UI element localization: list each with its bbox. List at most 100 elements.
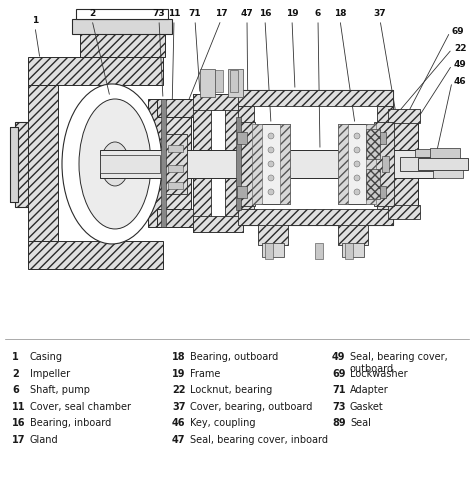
- Text: 37: 37: [172, 402, 185, 412]
- Bar: [376, 186, 386, 198]
- Bar: [366, 129, 380, 159]
- Bar: [193, 216, 243, 232]
- Bar: [400, 157, 455, 171]
- Bar: [415, 149, 457, 157]
- Text: 47: 47: [172, 435, 185, 445]
- Bar: [157, 99, 197, 117]
- Bar: [161, 99, 166, 227]
- Text: 71: 71: [189, 9, 201, 18]
- Text: Seal, bearing cover,
outboard: Seal, bearing cover, outboard: [350, 352, 448, 374]
- Bar: [200, 69, 215, 97]
- Ellipse shape: [268, 133, 274, 139]
- Bar: [100, 150, 435, 178]
- Text: Bearing, outboard: Bearing, outboard: [190, 352, 278, 362]
- Text: 16: 16: [12, 418, 26, 429]
- Bar: [430, 148, 460, 158]
- Text: 2: 2: [89, 9, 95, 18]
- Bar: [28, 57, 163, 85]
- Bar: [374, 122, 394, 206]
- Bar: [366, 169, 380, 199]
- Bar: [338, 124, 376, 204]
- Text: 2: 2: [12, 369, 19, 379]
- Text: 17: 17: [215, 9, 228, 18]
- Text: 17: 17: [12, 435, 26, 445]
- Text: 1: 1: [32, 16, 38, 25]
- Bar: [228, 69, 243, 97]
- Bar: [193, 94, 243, 110]
- Bar: [100, 155, 160, 173]
- Bar: [15, 122, 33, 207]
- Bar: [237, 122, 255, 206]
- Text: 11: 11: [12, 402, 26, 412]
- Ellipse shape: [79, 99, 151, 229]
- Text: 19: 19: [286, 9, 298, 18]
- Bar: [315, 243, 323, 259]
- Bar: [280, 124, 290, 204]
- Bar: [168, 182, 183, 189]
- Bar: [377, 106, 393, 209]
- Bar: [376, 132, 386, 144]
- Ellipse shape: [354, 133, 360, 139]
- Text: 11: 11: [168, 9, 180, 18]
- Text: 22: 22: [172, 385, 185, 395]
- Text: 37: 37: [374, 9, 386, 18]
- Text: Casing: Casing: [30, 352, 63, 362]
- Text: 18: 18: [334, 9, 346, 18]
- Bar: [345, 243, 353, 259]
- Text: Shaft, pump: Shaft, pump: [30, 385, 90, 395]
- Text: 22: 22: [454, 44, 466, 53]
- Bar: [252, 124, 290, 204]
- Text: Cover, bearing, outboard: Cover, bearing, outboard: [190, 402, 312, 412]
- Text: 46: 46: [172, 418, 185, 429]
- Bar: [28, 85, 58, 241]
- Ellipse shape: [101, 142, 129, 186]
- Text: Locknut, bearing: Locknut, bearing: [190, 385, 272, 395]
- Bar: [168, 145, 183, 152]
- Ellipse shape: [62, 84, 162, 244]
- Text: 69: 69: [332, 369, 346, 379]
- Bar: [258, 223, 288, 245]
- Bar: [236, 117, 241, 210]
- Bar: [390, 116, 418, 212]
- Bar: [265, 243, 273, 259]
- Bar: [238, 90, 393, 106]
- Text: 18: 18: [172, 352, 186, 362]
- Text: 46: 46: [454, 77, 466, 87]
- Bar: [388, 109, 420, 123]
- Bar: [80, 32, 165, 57]
- Bar: [72, 19, 172, 34]
- Ellipse shape: [354, 189, 360, 195]
- Bar: [225, 94, 243, 232]
- Bar: [10, 127, 18, 202]
- Bar: [163, 113, 191, 215]
- Ellipse shape: [268, 189, 274, 195]
- Text: 1: 1: [12, 352, 19, 362]
- Text: Gasket: Gasket: [350, 402, 384, 412]
- Text: 49: 49: [332, 352, 346, 362]
- Bar: [366, 124, 376, 204]
- Bar: [433, 170, 463, 178]
- Bar: [418, 158, 468, 170]
- Bar: [148, 99, 166, 227]
- Bar: [238, 90, 393, 225]
- Bar: [382, 156, 389, 172]
- Text: Key, coupling: Key, coupling: [190, 418, 255, 429]
- Text: 6: 6: [12, 385, 19, 395]
- Text: Adapter: Adapter: [350, 385, 389, 395]
- Text: 73: 73: [332, 402, 346, 412]
- Text: Seal: Seal: [350, 418, 371, 429]
- Bar: [262, 243, 284, 257]
- Text: 49: 49: [454, 60, 467, 69]
- Text: Bearing, inboard: Bearing, inboard: [30, 418, 111, 429]
- Bar: [238, 106, 254, 209]
- Bar: [388, 205, 420, 219]
- Bar: [238, 209, 393, 225]
- Text: 71: 71: [332, 385, 346, 395]
- Bar: [193, 94, 211, 232]
- Text: 16: 16: [259, 9, 271, 18]
- Text: 89: 89: [332, 418, 346, 429]
- Bar: [237, 132, 247, 144]
- Text: 73: 73: [153, 9, 165, 18]
- Bar: [338, 124, 348, 204]
- Ellipse shape: [268, 147, 274, 153]
